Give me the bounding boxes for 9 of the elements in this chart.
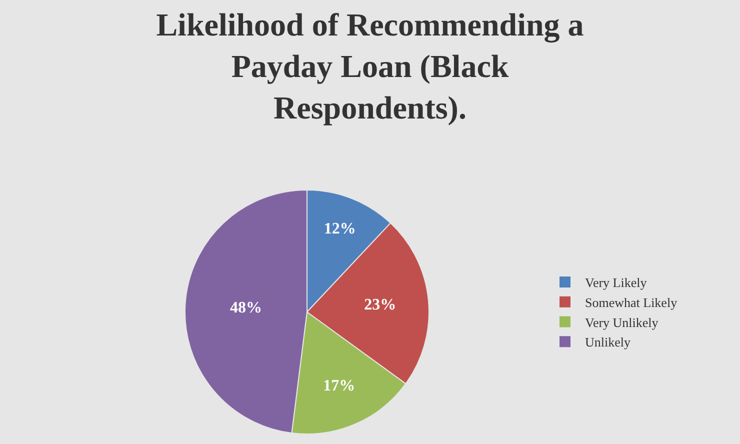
data-label: 48%: [230, 300, 262, 317]
data-label: 23%: [364, 296, 396, 314]
data-label: 12%: [324, 220, 356, 238]
legend-label: Somewhat Likely: [585, 294, 678, 310]
legend-label: Very Likely: [585, 275, 648, 290]
legend-label: Very Unlikely: [585, 314, 659, 330]
legend-label: Unlikely: [585, 334, 631, 350]
chart-title: Likelihood of Recommending a Payday Loan (Black Respondents).: [156, 6, 584, 126]
data-label: 17%: [323, 378, 356, 395]
